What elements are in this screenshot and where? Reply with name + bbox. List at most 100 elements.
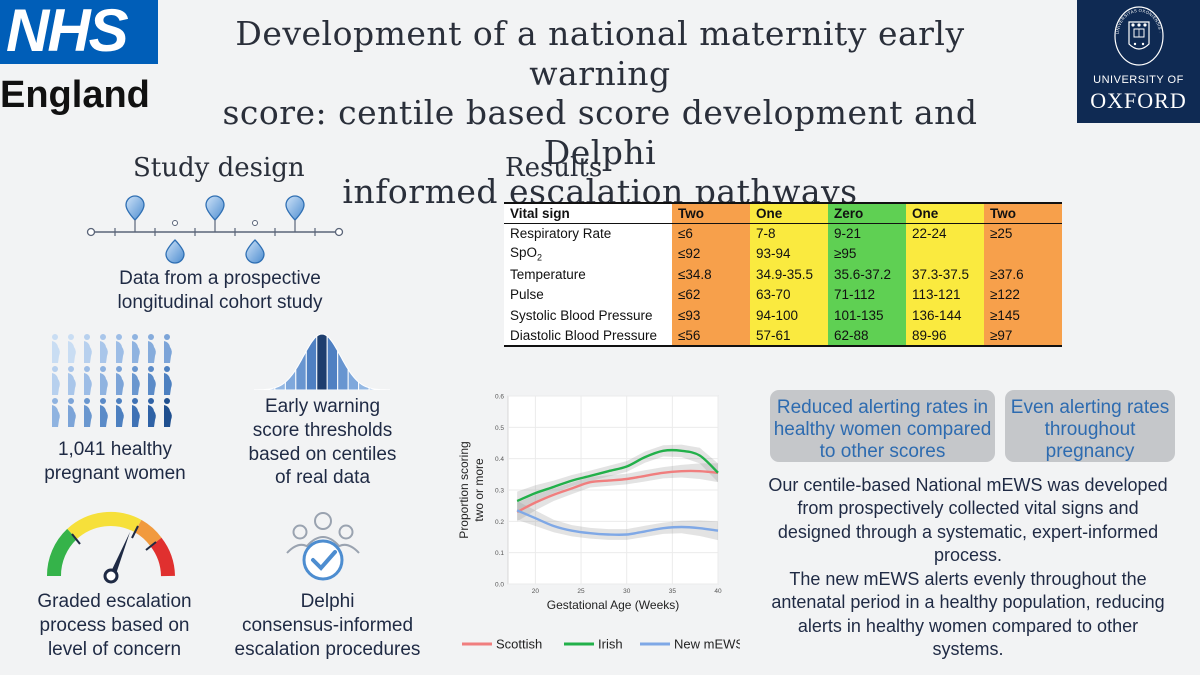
pregnant-women-grid-icon — [52, 334, 172, 427]
vital-sign-label: SpO2 — [504, 243, 672, 265]
figure-body — [148, 341, 156, 363]
thresholds-caption: Early warning score thresholds based on … — [230, 395, 415, 490]
bell-curve-bar — [274, 381, 286, 390]
pin-up — [205, 195, 225, 232]
y-tick-label: 0.0 — [495, 582, 504, 589]
pill-line: throughout — [1044, 418, 1136, 440]
score-cell: 22-24 — [906, 223, 984, 244]
bell-curve-bar — [316, 333, 328, 390]
figure-head — [68, 366, 74, 372]
score-cell — [984, 243, 1062, 265]
header-zero: Zero — [828, 203, 906, 224]
bell-curve-bar — [337, 350, 349, 390]
vital-sign-name: Systolic Blood Pressure — [510, 307, 653, 323]
pregnant-woman-figure — [84, 398, 92, 427]
legend-label: Scottish — [496, 637, 542, 652]
score-cell: 101-135 — [828, 304, 906, 326]
cohort-caption: Data from a prospective longitudinal coh… — [90, 267, 350, 315]
caption-line: of real data — [274, 467, 371, 489]
figure-body — [84, 405, 92, 427]
score-cell: 94-100 — [750, 304, 828, 326]
caption-line: score thresholds — [252, 419, 393, 441]
bell-curve-icon — [254, 333, 390, 390]
escalation-caption: Graded escalation process based on level… — [22, 590, 207, 661]
vital-sign-label: Temperature — [504, 264, 672, 285]
caption-line: process based on — [39, 614, 190, 636]
score-cell: ≥95 — [828, 243, 906, 265]
title-line: Development of a national maternity earl… — [235, 14, 965, 93]
figure-head — [164, 398, 170, 404]
series-line — [516, 448, 719, 503]
pill-line: to other scores — [819, 440, 946, 462]
figure-head — [116, 366, 122, 372]
figure-body — [84, 373, 92, 395]
figure-head — [132, 366, 138, 372]
figure-head — [100, 334, 106, 340]
nhs-logo-text: NHS — [6, 0, 129, 64]
vital-sign-label: Systolic Blood Pressure — [504, 304, 672, 326]
bell-curve-bar — [295, 350, 307, 390]
vital-sign-name: Respiratory Rate — [510, 226, 612, 242]
delphi-caption: Delphi consensus-informed escalation pro… — [230, 590, 425, 661]
pregnant-woman-figure — [132, 334, 140, 363]
figure-head — [116, 398, 122, 404]
score-cell: 71-112 — [828, 284, 906, 305]
score-cell: ≥37.6 — [984, 264, 1062, 285]
figure-head — [132, 334, 138, 340]
pill-line: Even alerting rates — [1010, 397, 1170, 418]
vital-sign-name: Temperature — [510, 266, 586, 282]
pregnant-woman-figure — [84, 334, 92, 363]
pregnant-woman-figure — [68, 366, 76, 395]
legend-item: Irish — [564, 637, 623, 652]
header-one: One — [750, 203, 828, 224]
x-tick-label: 20 — [532, 588, 540, 595]
caption-line: consensus-informed — [241, 614, 414, 636]
legend-label: Irish — [598, 637, 623, 652]
figure-body — [68, 373, 76, 395]
pregnant-woman-figure — [116, 398, 124, 427]
y-tick-label: 0.4 — [495, 456, 504, 463]
pill-line: healthy women compared — [773, 418, 992, 440]
summary-line: from prospectively collected vital signs… — [797, 498, 1139, 519]
pregnant-woman-figure — [116, 366, 124, 395]
bell-curve-bar — [326, 335, 339, 390]
score-cell: 37.3-37.5 — [906, 264, 984, 285]
pregnant-woman-figure — [52, 366, 60, 395]
figure-head — [148, 366, 154, 372]
oxford-crest-motto: UNIVERSITAS OXONIENSIS · DOMINUS ILLUMIN… — [1113, 4, 1163, 35]
figure-head — [148, 398, 154, 404]
bell-curve-bar — [305, 335, 318, 390]
caption-line: Early warning — [264, 396, 381, 417]
pregnant-woman-figure — [148, 334, 156, 363]
figure-body — [116, 373, 124, 395]
series-line — [516, 469, 719, 514]
pregnant-woman-figure — [84, 366, 92, 395]
header-vital-sign: Vital sign — [504, 203, 672, 224]
summary-paragraph-1: Our centile-based National mEWS was deve… — [758, 474, 1178, 568]
score-cell: ≥122 — [984, 284, 1062, 305]
gauge-icon — [46, 511, 175, 584]
pin-down — [245, 220, 265, 264]
figure-head — [84, 334, 90, 340]
pregnant-woman-figure — [52, 398, 60, 427]
legend-item: New mEWS — [640, 637, 740, 652]
score-cell: ≥25 — [984, 223, 1062, 244]
bell-curve-bar — [263, 387, 276, 390]
summary-line: alerts in healthy women compared to othe… — [797, 615, 1139, 636]
summary-line: The new mEWS alerts evenly throughout th… — [789, 569, 1147, 589]
figure-body — [100, 405, 108, 427]
pin-up — [125, 195, 145, 232]
score-cell: 113-121 — [906, 284, 984, 305]
pill-line: Reduced alerting rates in — [776, 397, 989, 418]
figure-body — [164, 341, 172, 363]
summary-paragraph-2: The new mEWS alerts evenly throughout th… — [758, 568, 1178, 662]
figure-body — [116, 341, 124, 363]
y-tick-label: 0.5 — [495, 425, 504, 432]
caption-line: Data from a prospective — [119, 268, 321, 289]
figure-body — [100, 373, 108, 395]
figure-head — [100, 366, 106, 372]
caption-line: level of concern — [47, 638, 182, 660]
score-cell: 9-21 — [828, 223, 906, 244]
y-axis-label-line: Proportion scoring — [457, 441, 471, 538]
confidence-band — [517, 444, 718, 511]
